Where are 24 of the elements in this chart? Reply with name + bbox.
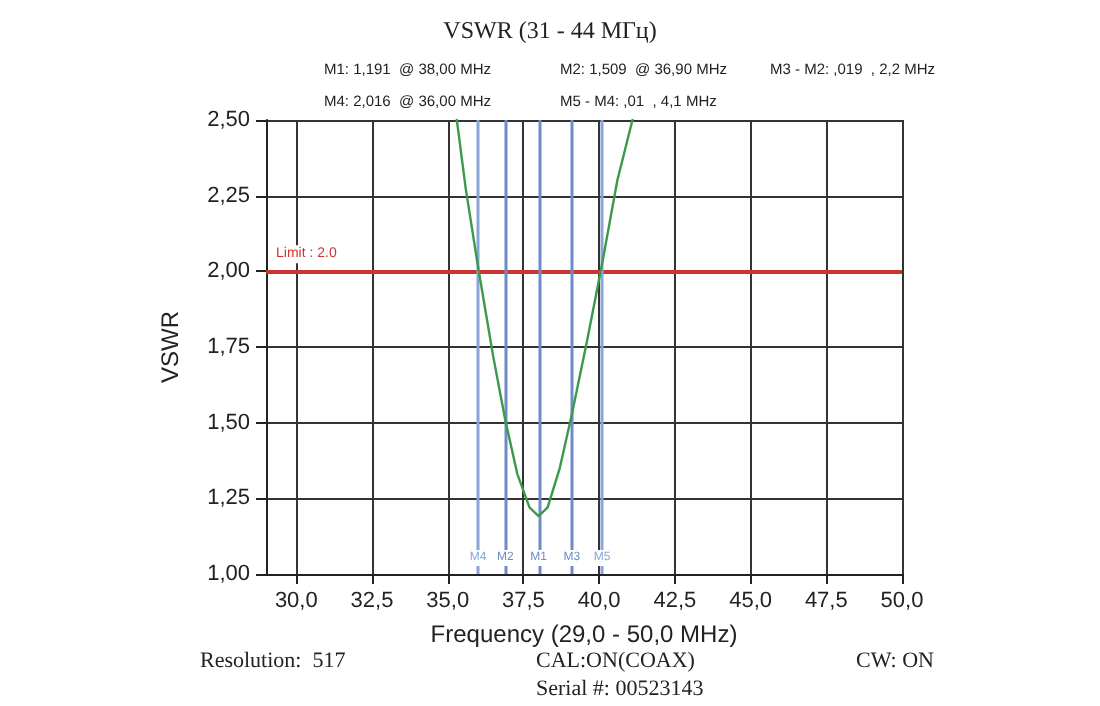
- y-tick-label: 1,00: [207, 562, 250, 586]
- x-tick-label: 32,5: [350, 589, 394, 613]
- y-tick-label: 2,50: [207, 108, 250, 132]
- x-tick-label: 50,0: [880, 589, 924, 613]
- y-tick-label: 2,00: [207, 259, 250, 284]
- x-tick-label: 35,0: [426, 589, 470, 613]
- x-axis-title: Frequency (29,0 - 50,0 MHz): [430, 619, 738, 648]
- x-tick-label: 42,5: [653, 589, 697, 613]
- x-tick-label: 40,0: [577, 589, 621, 613]
- y-tick-label: 1,50: [207, 410, 250, 435]
- text: Serial #: 00523143: [536, 677, 705, 701]
- y-axis-title: VSWR: [156, 310, 184, 383]
- y-tick-label: 1,75: [207, 335, 250, 359]
- chart-title: VSWR (31 - 44 МГц): [443, 16, 657, 44]
- line-series: [455, 118, 634, 518]
- text: CAL:ON(COAX): [536, 649, 696, 673]
- x-tick-label: 47,5: [804, 589, 848, 613]
- y-tick-label: 1,25: [207, 486, 250, 511]
- x-tick-label: 37,5: [502, 589, 545, 613]
- x-tick-label: 30,0: [274, 589, 318, 613]
- text: Resolution: 517: [200, 649, 347, 673]
- text: CW: ON: [856, 649, 935, 673]
- x-tick-label: 45,0: [729, 589, 772, 613]
- y-tick-label: 2,25: [207, 183, 250, 208]
